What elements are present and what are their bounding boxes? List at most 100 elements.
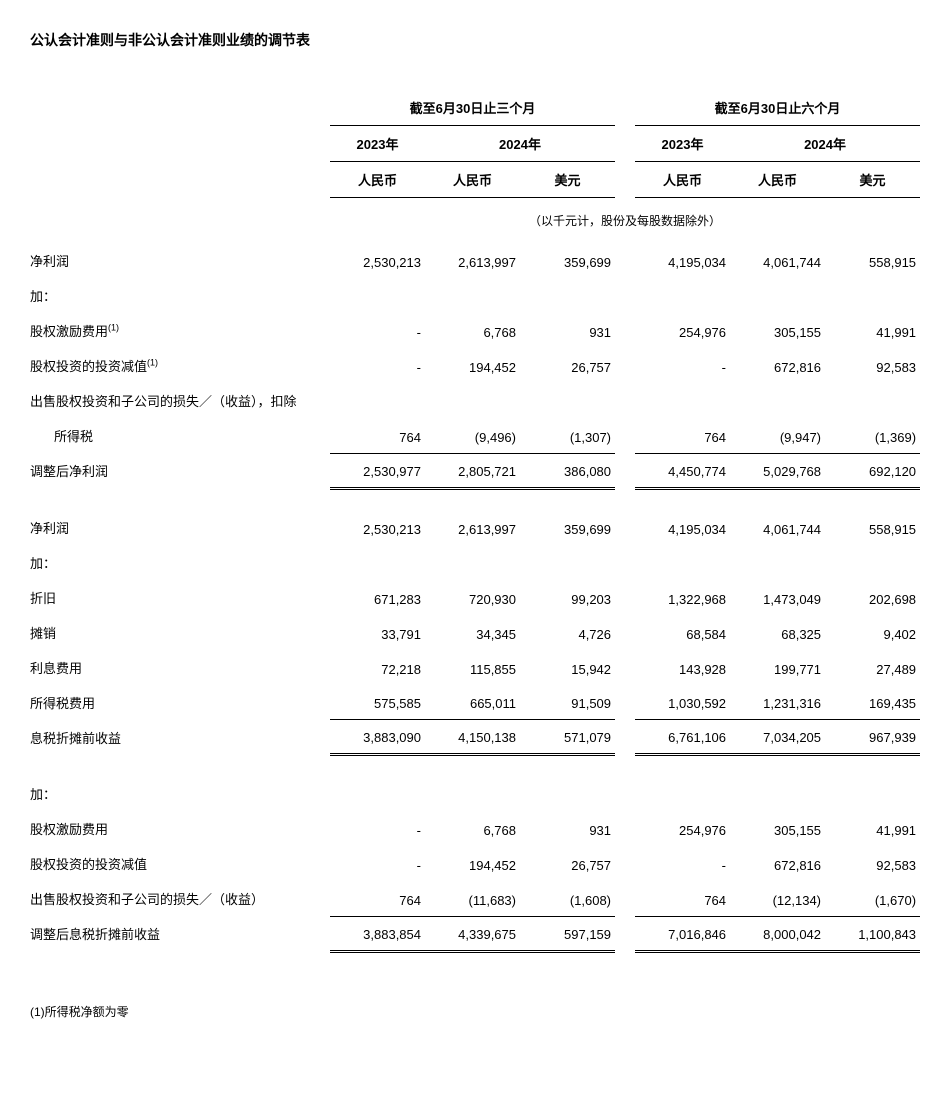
table-cell: 2,613,997 bbox=[425, 510, 520, 545]
table-cell: 6,768 bbox=[425, 811, 520, 846]
table-cell bbox=[730, 776, 825, 811]
table-cell: 1,030,592 bbox=[635, 685, 730, 720]
table-cell: 33,791 bbox=[330, 615, 425, 650]
row-label: 净利润 bbox=[30, 243, 330, 278]
reconciliation-table: 截至6月30日止三个月 截至6月30日止六个月 2023年 2024年 2023… bbox=[30, 90, 920, 953]
table-cell bbox=[425, 278, 520, 313]
table-cell: 665,011 bbox=[425, 685, 520, 720]
table-cell: 202,698 bbox=[825, 580, 920, 615]
table-cell: - bbox=[635, 348, 730, 383]
unit-usd-1: 美元 bbox=[520, 162, 615, 198]
col-6m-2023: 2023年 bbox=[635, 126, 730, 162]
table-cell bbox=[730, 383, 825, 418]
table-cell: 720,930 bbox=[425, 580, 520, 615]
unit-rmb-1: 人民币 bbox=[330, 162, 425, 198]
table-cell: 1,100,843 bbox=[825, 916, 920, 951]
table-cell: 72,218 bbox=[330, 650, 425, 685]
table-cell: (1,307) bbox=[520, 418, 615, 453]
row-label: 摊销 bbox=[30, 615, 330, 650]
table-cell bbox=[825, 278, 920, 313]
table-cell: 4,061,744 bbox=[730, 243, 825, 278]
table-cell: 672,816 bbox=[730, 348, 825, 383]
row-label: 折旧 bbox=[30, 580, 330, 615]
row-label: 股权激励费用 bbox=[30, 811, 330, 846]
table-cell: 169,435 bbox=[825, 685, 920, 720]
period-3m-header: 截至6月30日止三个月 bbox=[330, 90, 615, 126]
unit-rmb-3: 人民币 bbox=[635, 162, 730, 198]
table-cell: 7,034,205 bbox=[730, 720, 825, 755]
table-cell: 305,155 bbox=[730, 313, 825, 348]
table-cell: (1,608) bbox=[520, 881, 615, 916]
table-cell: - bbox=[330, 348, 425, 383]
unit-rmb-4: 人民币 bbox=[730, 162, 825, 198]
table-cell: 254,976 bbox=[635, 313, 730, 348]
table-cell: 4,061,744 bbox=[730, 510, 825, 545]
table-cell: 34,345 bbox=[425, 615, 520, 650]
table-cell: - bbox=[330, 846, 425, 881]
table-cell: 764 bbox=[635, 881, 730, 916]
row-label: 出售股权投资和子公司的损失／（收益），扣除 bbox=[30, 383, 330, 418]
table-cell: 194,452 bbox=[425, 348, 520, 383]
table-cell: 27,489 bbox=[825, 650, 920, 685]
table-cell: 6,761,106 bbox=[635, 720, 730, 755]
table-cell: 597,159 bbox=[520, 916, 615, 951]
table-cell: 359,699 bbox=[520, 510, 615, 545]
table-cell bbox=[730, 278, 825, 313]
table-cell bbox=[330, 776, 425, 811]
table-cell bbox=[330, 545, 425, 580]
table-cell: - bbox=[330, 811, 425, 846]
table-cell: 1,231,316 bbox=[730, 685, 825, 720]
table-cell: 3,883,854 bbox=[330, 916, 425, 951]
table-cell bbox=[635, 776, 730, 811]
table-cell: - bbox=[635, 846, 730, 881]
table-cell: 1,322,968 bbox=[635, 580, 730, 615]
table-cell: 2,613,997 bbox=[425, 243, 520, 278]
row-label: 息税折摊前收益 bbox=[30, 720, 330, 755]
table-cell: 4,450,774 bbox=[635, 453, 730, 488]
table-cell: 764 bbox=[330, 881, 425, 916]
table-cell: 764 bbox=[635, 418, 730, 453]
table-cell: 571,079 bbox=[520, 720, 615, 755]
table-cell: (1,369) bbox=[825, 418, 920, 453]
col-3m-2024: 2024年 bbox=[425, 126, 615, 162]
table-cell: 2,530,213 bbox=[330, 510, 425, 545]
row-label: 股权投资的投资减值 bbox=[30, 846, 330, 881]
unit-usd-2: 美元 bbox=[825, 162, 920, 198]
table-cell bbox=[330, 383, 425, 418]
table-cell: 15,942 bbox=[520, 650, 615, 685]
page-title: 公认会计准则与非公认会计准则业绩的调节表 bbox=[30, 30, 911, 50]
table-cell: 254,976 bbox=[635, 811, 730, 846]
table-cell: 672,816 bbox=[730, 846, 825, 881]
table-cell: 2,805,721 bbox=[425, 453, 520, 488]
table-cell: 4,339,675 bbox=[425, 916, 520, 951]
row-label: 股权激励费用(1) bbox=[30, 313, 330, 348]
table-cell: 26,757 bbox=[520, 846, 615, 881]
table-cell: 2,530,977 bbox=[330, 453, 425, 488]
unit-note: （以千元计，股份及每股数据除外） bbox=[330, 198, 920, 244]
table-cell bbox=[425, 383, 520, 418]
table-cell: 931 bbox=[520, 313, 615, 348]
table-cell bbox=[730, 545, 825, 580]
table-cell: 26,757 bbox=[520, 348, 615, 383]
table-cell: 68,584 bbox=[635, 615, 730, 650]
row-label: 出售股权投资和子公司的损失／（收益） bbox=[30, 881, 330, 916]
table-cell bbox=[520, 278, 615, 313]
table-cell: 68,325 bbox=[730, 615, 825, 650]
row-label: 加： bbox=[30, 278, 330, 313]
table-cell bbox=[825, 383, 920, 418]
table-cell: 8,000,042 bbox=[730, 916, 825, 951]
footnote-1: (1)所得税净额为零 bbox=[30, 1003, 911, 1020]
table-cell: 143,928 bbox=[635, 650, 730, 685]
table-cell: 671,283 bbox=[330, 580, 425, 615]
table-cell: 4,150,138 bbox=[425, 720, 520, 755]
row-label: 净利润 bbox=[30, 510, 330, 545]
table-cell bbox=[330, 278, 425, 313]
table-cell: 4,195,034 bbox=[635, 243, 730, 278]
row-label: 加： bbox=[30, 776, 330, 811]
table-cell bbox=[425, 545, 520, 580]
table-cell: 305,155 bbox=[730, 811, 825, 846]
table-cell bbox=[635, 278, 730, 313]
table-cell bbox=[825, 776, 920, 811]
table-cell: 4,726 bbox=[520, 615, 615, 650]
table-cell: 764 bbox=[330, 418, 425, 453]
